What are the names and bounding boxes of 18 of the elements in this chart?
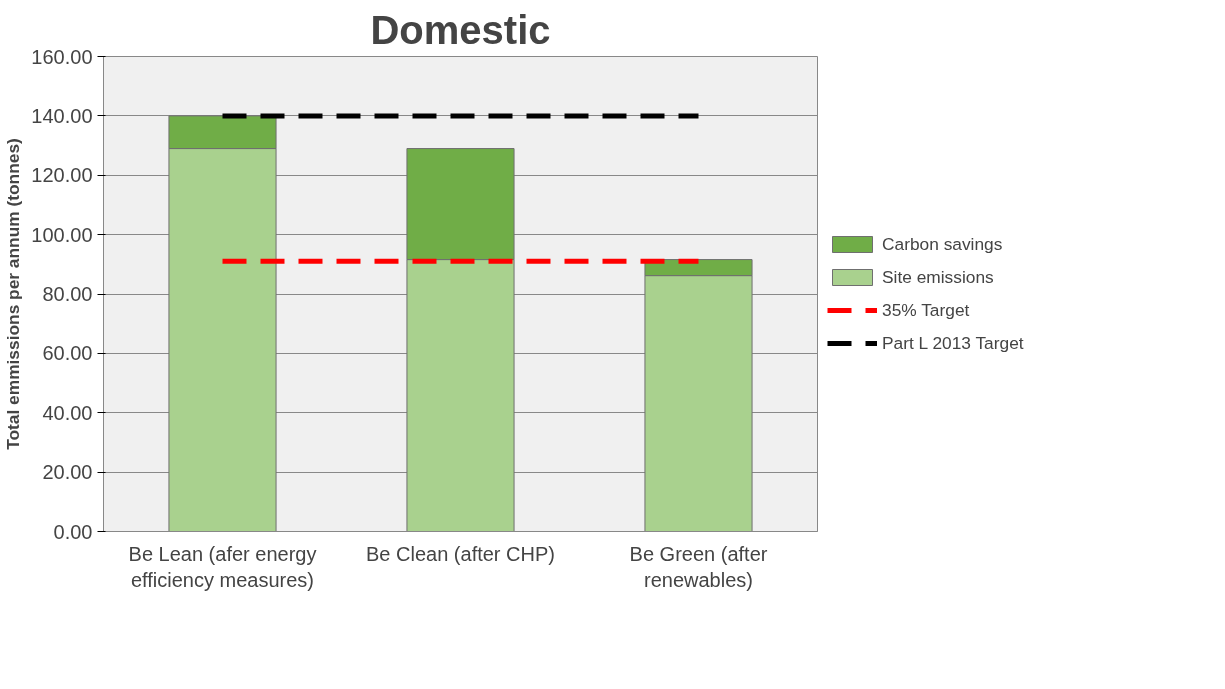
y-tick-label: 20.00 <box>42 461 93 484</box>
y-tick-label: 60.00 <box>42 342 93 365</box>
y-tick-label: 40.00 <box>42 401 93 424</box>
y-tick-label: 80.00 <box>42 283 93 305</box>
y-tick-label: 160.00 <box>31 45 93 68</box>
legend-label: Part L 2013 Target <box>882 332 1024 354</box>
y-tick-label: 100.00 <box>31 223 93 246</box>
y-tick-label: 0.00 <box>53 520 93 543</box>
y-axis-title: Total emmissions per annum (tonnes) <box>3 138 24 450</box>
chart-title: Domestic <box>370 7 551 52</box>
x-tick-label: Be Lean (afer energy efficiency measures) <box>128 542 317 591</box>
legend-label: Carbon savings <box>882 233 1003 255</box>
x-tick-label: Be Clean (after CHP) <box>366 542 555 565</box>
legend-label: Site emissions <box>882 266 994 288</box>
y-tick-label: 140.00 <box>31 104 93 127</box>
x-tick-label: Be Green (after renewables) <box>629 542 768 591</box>
legend-label: 35% Target <box>882 299 970 321</box>
y-tick-label: 120.00 <box>31 164 93 187</box>
